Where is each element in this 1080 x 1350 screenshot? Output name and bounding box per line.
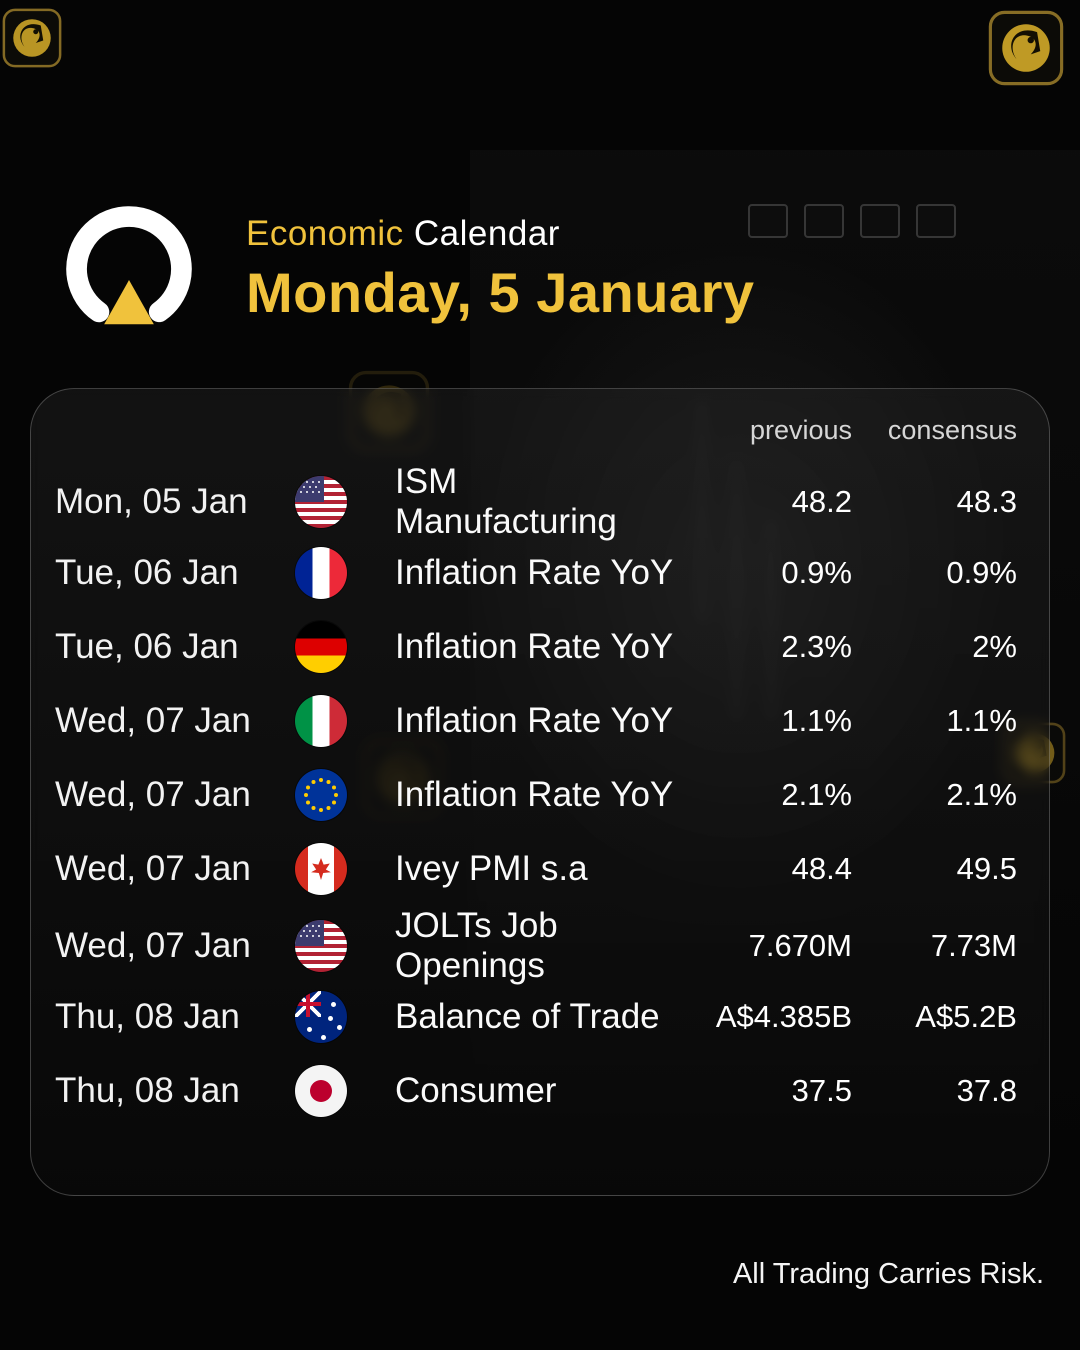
flag-icon	[295, 621, 347, 673]
table-row: Wed, 07 Jan JOLTs Job Openings 7.670M 7.…	[55, 906, 1017, 985]
row-event: ISM Manufacturing	[395, 462, 617, 541]
calendar-card: previous consensus Mon, 05 Jan ISM Manuf…	[30, 388, 1050, 1196]
calendar-subtitle: Economic Calendar	[246, 214, 755, 254]
row-previous: 48.4	[791, 851, 852, 886]
toolbar-square-icon	[804, 204, 844, 238]
row-consensus: 37.8	[956, 1073, 1017, 1108]
subtitle-economic: Economic	[246, 213, 404, 253]
row-date: Tue, 06 Jan	[55, 627, 239, 666]
row-previous: 1.1%	[781, 703, 852, 738]
row-previous: A$4.385B	[715, 999, 852, 1034]
flag-icon	[295, 476, 347, 528]
row-consensus: 1.1%	[946, 703, 1017, 738]
row-previous: 37.5	[791, 1073, 852, 1108]
flag-icon	[295, 1065, 347, 1117]
row-consensus: 0.9%	[946, 555, 1017, 590]
table-row: Tue, 06 Jan Inflation Rate YoY 0.9% 0.9%	[55, 536, 1017, 610]
table-row: Tue, 06 Jan Inflation Rate YoY 2.3% 2%	[55, 610, 1017, 684]
row-consensus: A$5.2B	[915, 999, 1017, 1034]
table-row: Thu, 08 Jan Balance of Trade A$4.385B A$…	[55, 980, 1017, 1054]
table-row: Wed, 07 Jan Ivey PMI s.a 48.4 49.5	[55, 832, 1017, 906]
table-row: Thu, 08 Jan Consumer 37.5 37.8	[55, 1054, 1017, 1128]
column-headers: previous consensus	[55, 415, 1017, 446]
row-event: Inflation Rate YoY	[395, 553, 674, 592]
row-consensus: 49.5	[956, 851, 1017, 886]
row-event: Consumer	[395, 1071, 557, 1110]
row-event: JOLTs Job Openings	[395, 906, 558, 985]
toolbar-square-icon	[748, 204, 788, 238]
eagle-watermark-icon	[2, 6, 62, 70]
header-titles: Economic Calendar Monday, 5 January	[246, 214, 755, 325]
header: Economic Calendar Monday, 5 January	[60, 200, 755, 338]
row-date: Tue, 06 Jan	[55, 553, 239, 592]
row-event: Balance of Trade	[395, 997, 660, 1036]
row-event: Ivey PMI s.a	[395, 849, 588, 888]
flag-icon	[295, 769, 347, 821]
table-row: Wed, 07 Jan Inflation Rate YoY 1.1% 1.1%	[55, 684, 1017, 758]
row-previous: 7.670M	[748, 928, 852, 963]
row-date: Thu, 08 Jan	[55, 997, 240, 1036]
toolbar-square-icon	[916, 204, 956, 238]
flag-icon	[295, 991, 347, 1043]
table-row: Wed, 07 Jan Inflation Rate YoY 2.1% 2.1%	[55, 758, 1017, 832]
background-toolbar	[748, 204, 956, 238]
row-consensus: 7.73M	[930, 928, 1017, 963]
flag-icon	[295, 920, 347, 972]
row-previous: 2.3%	[781, 629, 852, 664]
row-consensus: 48.3	[956, 484, 1017, 519]
row-date: Wed, 07 Jan	[55, 849, 251, 888]
row-consensus: 2%	[972, 629, 1017, 664]
row-date: Thu, 08 Jan	[55, 1071, 240, 1110]
flag-icon	[295, 695, 347, 747]
brand-logo	[60, 200, 198, 338]
disclaimer: All Trading Carries Risk.	[732, 1258, 1044, 1290]
subtitle-calendar: Calendar	[413, 213, 560, 253]
column-header-previous: previous	[749, 415, 852, 445]
flag-icon	[295, 547, 347, 599]
row-date: Wed, 07 Jan	[55, 926, 251, 965]
row-date: Wed, 07 Jan	[55, 701, 251, 740]
row-previous: 2.1%	[781, 777, 852, 812]
column-header-consensus: consensus	[887, 415, 1017, 445]
row-previous: 0.9%	[781, 555, 852, 590]
row-date: Mon, 05 Jan	[55, 482, 248, 521]
flag-icon	[295, 843, 347, 895]
row-date: Wed, 07 Jan	[55, 775, 251, 814]
toolbar-square-icon	[860, 204, 900, 238]
eagle-watermark-icon	[988, 10, 1064, 86]
row-consensus: 2.1%	[946, 777, 1017, 812]
row-event: Inflation Rate YoY	[395, 701, 674, 740]
row-event: Inflation Rate YoY	[395, 775, 674, 814]
date-title: Monday, 5 January	[246, 260, 755, 324]
table-row: Mon, 05 Jan ISM Manufacturing 48.2 48.3	[55, 462, 1017, 541]
row-previous: 48.2	[791, 484, 852, 519]
row-event: Inflation Rate YoY	[395, 627, 674, 666]
